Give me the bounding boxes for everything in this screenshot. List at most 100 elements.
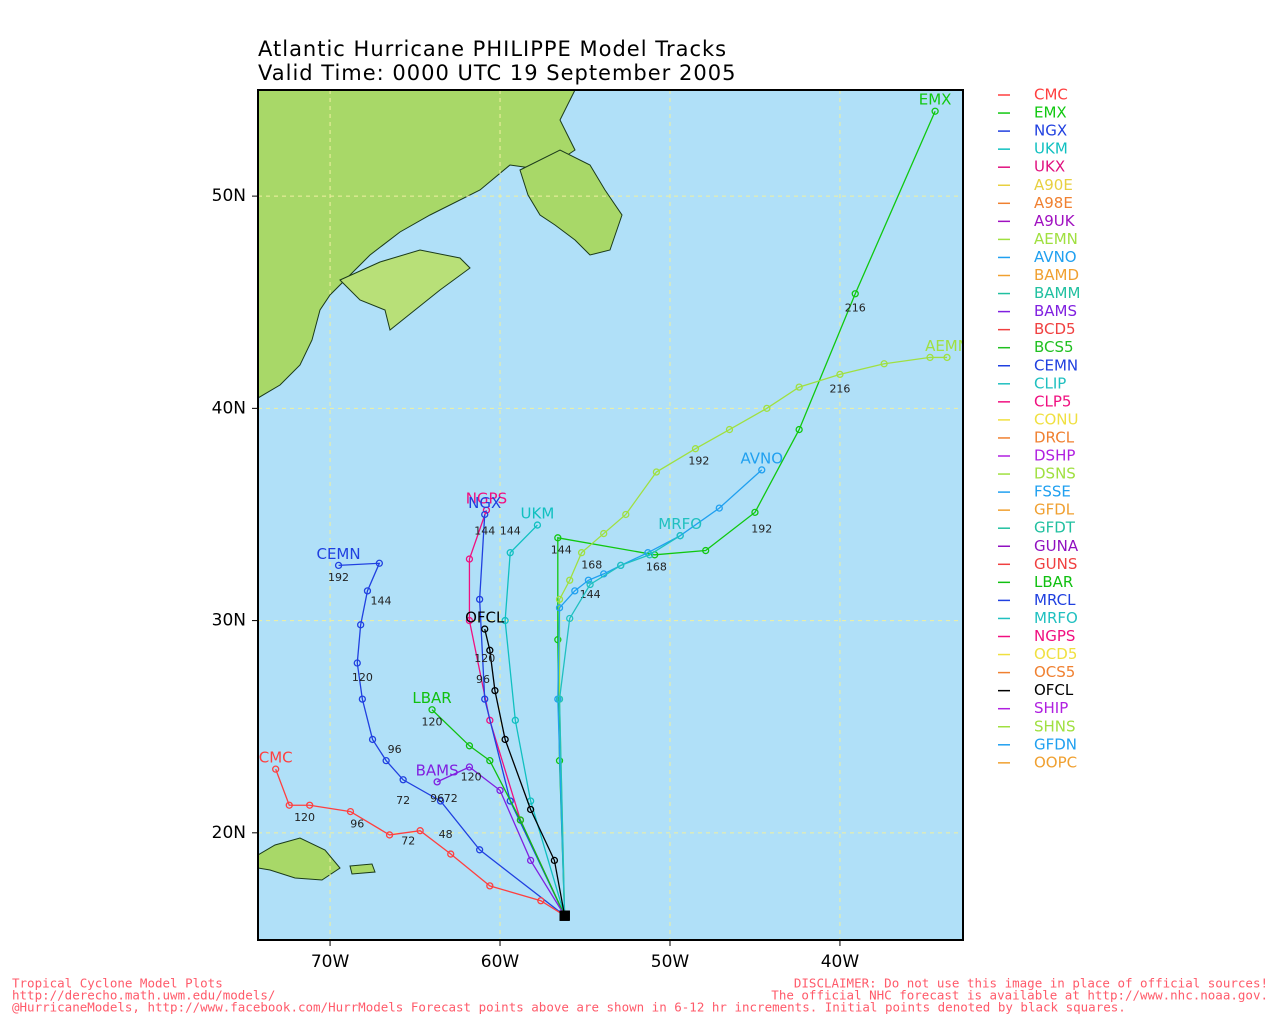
map-frame (257, 89, 964, 941)
x-tick-label: 40W (821, 952, 860, 972)
forecast-point (554, 534, 562, 542)
legend-label: UKX (1034, 158, 1065, 176)
legend-label: CONU (1034, 410, 1078, 428)
forecast-point (506, 549, 514, 557)
forecast-point (533, 521, 542, 529)
legend-label: EMX (1034, 104, 1067, 122)
track-line (558, 535, 681, 916)
hour-label: 120 (352, 671, 373, 684)
legend-label: UKM (1034, 140, 1068, 158)
forecast-point (486, 882, 494, 890)
forecast-point (880, 360, 888, 368)
legend-label: BAMD (1034, 266, 1079, 284)
legend-label: OOPC (1034, 753, 1077, 771)
model-label: EMX (919, 91, 952, 109)
legend-label: A90E (1034, 176, 1073, 194)
legend-label: LBAR (1034, 573, 1073, 591)
x-tick-label: 60W (481, 952, 520, 972)
footer-left: http://derecho.math.uwm.edu/models/ (12, 988, 275, 1003)
hispaniola (258, 837, 341, 881)
forecast-point (334, 561, 343, 570)
forecast-point (428, 706, 436, 714)
legend-label: BAMS (1034, 302, 1077, 320)
hour-label: 168 (646, 561, 667, 574)
forecast-point (836, 370, 844, 379)
forecast-point (465, 742, 474, 750)
hour-label: 96 (430, 792, 444, 805)
y-tick-label: 30N (212, 611, 246, 631)
forecast-point (550, 856, 559, 865)
hour-label: 96 (350, 817, 364, 830)
model-label: BAMS (416, 761, 459, 779)
hour-label: 96 (388, 743, 402, 756)
forecast-point (715, 504, 723, 512)
hour-label: 192 (751, 522, 772, 535)
legend-label: OCS5 (1034, 663, 1075, 681)
forecast-point (447, 850, 455, 858)
legend: CMCEMXNGXUKMUKXA90EA98EA9UKAEMNAVNOBAMDB… (998, 86, 1080, 771)
forecast-point (482, 506, 491, 514)
subtitle: Valid Time: 0000 UTC 19 September 2005 (258, 61, 736, 85)
footer-left: Tropical Cyclone Model Plots (12, 976, 223, 991)
hour-label: 48 (439, 828, 453, 841)
model-label: AVNO (740, 449, 783, 467)
forecast-point (795, 383, 803, 391)
forecast-point (375, 559, 384, 567)
forecast-point (363, 587, 372, 595)
newfoundland (519, 149, 623, 256)
forecast-point (566, 576, 574, 584)
forecast-point (676, 532, 684, 540)
model-label: MRFO (658, 515, 702, 533)
forecast-point (516, 816, 525, 824)
hour-label: 120 (422, 715, 443, 728)
model-label: CEMN (316, 545, 360, 563)
legend-label: SHIP (1034, 699, 1068, 717)
legend-label: CLIP (1034, 374, 1066, 392)
hour-label: 72 (401, 834, 415, 847)
legend-label: OCD5 (1034, 645, 1077, 663)
forecast-point (368, 735, 377, 744)
legend-label: GUNS (1034, 555, 1077, 573)
forecast-point (481, 695, 489, 703)
footer: Tropical Cyclone Model Plotshttp://derec… (12, 976, 1268, 1015)
forecast-point (475, 846, 484, 854)
forecast-point (511, 716, 519, 724)
forecast-point (272, 765, 280, 773)
y-tick-label: 20N (212, 823, 246, 843)
track-line (557, 110, 936, 916)
legend-label: CMC (1034, 86, 1068, 104)
forecast-point (285, 801, 293, 809)
forecast-point (496, 786, 504, 795)
forecast-point (555, 695, 564, 703)
footer-right: The official NHC forecast is available a… (771, 988, 1268, 1003)
forecast-point (571, 587, 579, 595)
track-line (431, 709, 566, 916)
hour-label: 216 (829, 382, 850, 395)
track-line (436, 766, 566, 916)
forecast-point (537, 897, 545, 905)
legend-label: MRCL (1034, 591, 1076, 609)
forecast-point (926, 353, 934, 362)
forecast-point (353, 659, 361, 667)
legend-label: SHNS (1034, 717, 1076, 735)
legend-label: GFDN (1034, 735, 1077, 753)
legend-label: A98E (1034, 194, 1073, 212)
forecast-point (763, 404, 771, 413)
track-line (484, 628, 566, 916)
forecast-point (465, 555, 474, 563)
hour-label: 144 (474, 524, 495, 537)
forecast-point (433, 778, 441, 786)
forecast-point (586, 580, 594, 589)
legend-label: DSNS (1034, 465, 1076, 483)
forecast-point (645, 551, 654, 559)
legend-label: CEMN (1034, 356, 1078, 374)
forecast-point (943, 353, 951, 362)
forecast-point (416, 827, 424, 835)
forecast-point (555, 595, 564, 604)
legend-label: GFDL (1034, 501, 1075, 519)
forecast-point (931, 107, 939, 115)
legend-label: CLP5 (1034, 392, 1071, 410)
track-line (338, 562, 566, 917)
legend-label: GFDT (1034, 519, 1076, 537)
